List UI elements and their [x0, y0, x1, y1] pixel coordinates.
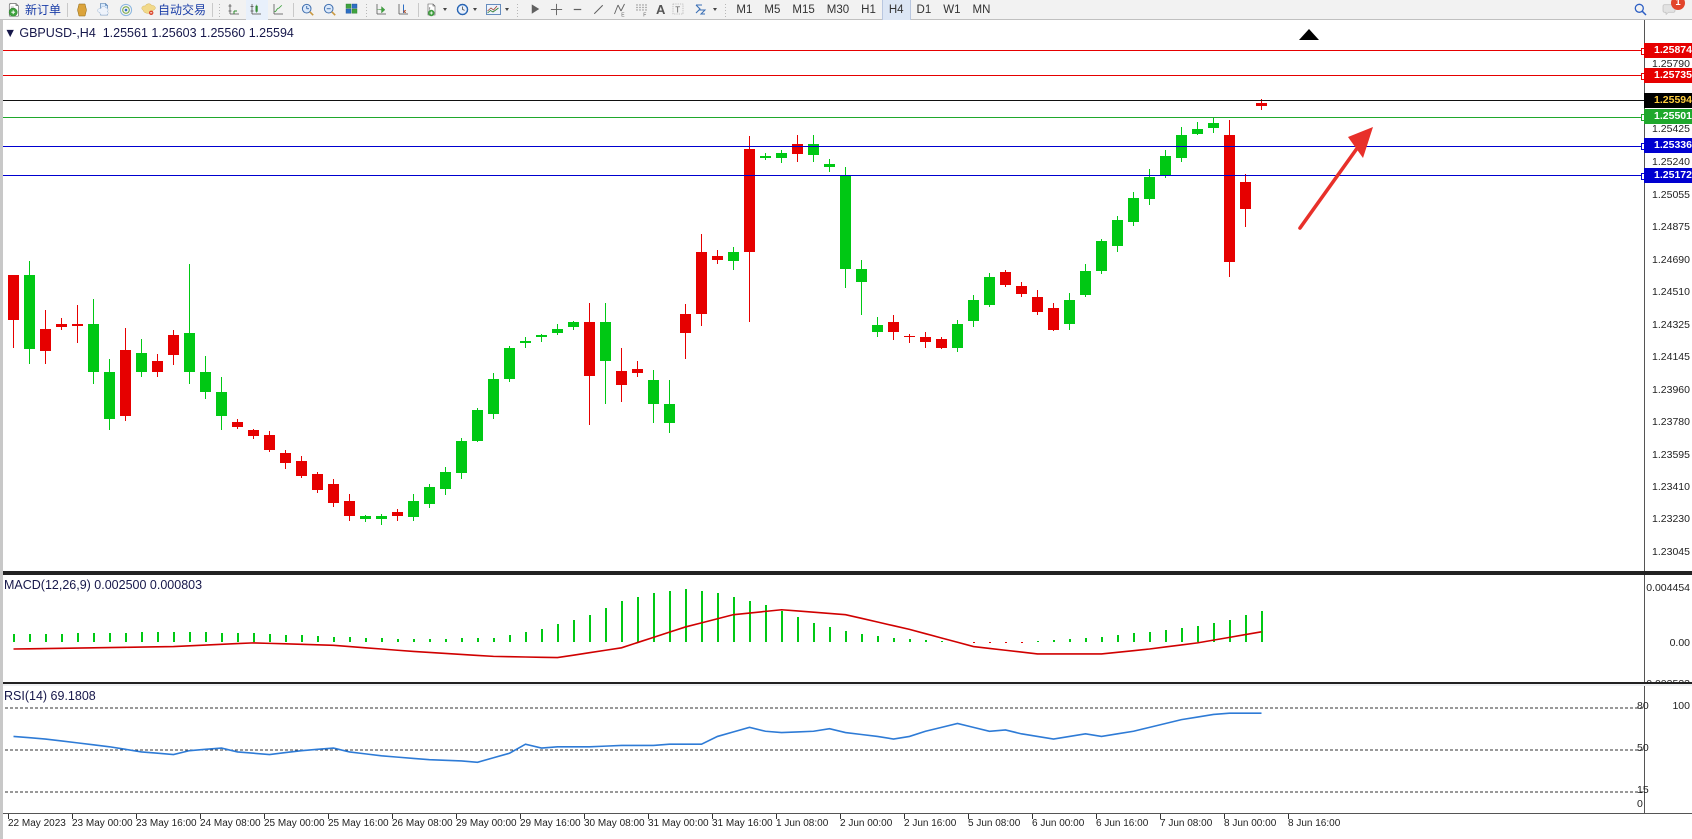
svg-text:F: F: [643, 12, 646, 18]
svg-text:T: T: [676, 5, 681, 14]
svg-text:E: E: [621, 12, 625, 18]
